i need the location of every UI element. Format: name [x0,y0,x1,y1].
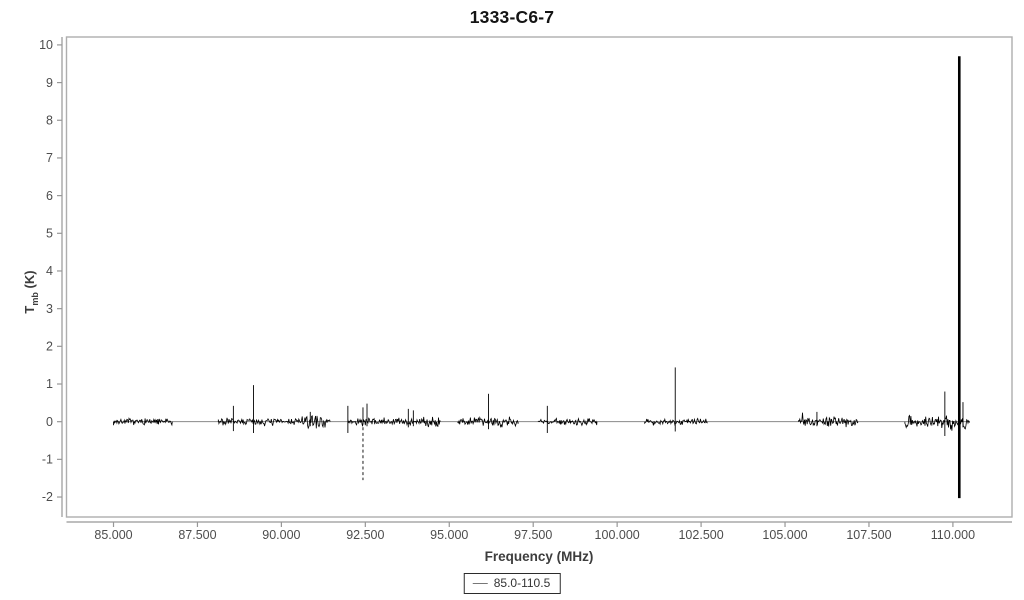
legend[interactable]: 85.0-110.5 [463,573,561,594]
noise-segment [798,412,859,428]
legend-line-sample [472,582,488,584]
noise-segment [217,415,331,430]
y-tick-label: 3 [46,302,53,316]
y-tick-label: 7 [46,151,53,165]
noise-segment [347,416,441,428]
x-tick-label: 107.500 [846,528,891,542]
y-tick-label: 2 [46,340,53,354]
y-tick-label: -2 [42,490,53,504]
x-tick-label: 100.000 [595,528,640,542]
x-tick-label: 95.000 [430,528,468,542]
x-tick-label: 97.500 [514,528,552,542]
x-tick-label: 90.000 [262,528,300,542]
legend-label: 85.0-110.5 [493,576,551,590]
y-tick-label: -1 [42,453,53,467]
x-tick-label: 85.000 [94,528,132,542]
noise-segment [457,416,519,429]
x-tick-label: 92.500 [346,528,384,542]
y-tick-label: 10 [39,38,53,52]
chart-title: 1333-C6-7 [469,7,555,27]
x-axis-title: Frequency (MHz) [484,549,594,564]
y-tick-label: 9 [46,76,53,90]
noise-segment [644,417,708,427]
plot-frame [65,36,1013,518]
x-tick-label: 87.500 [178,528,216,542]
y-tick-label: 6 [46,189,53,203]
y-tick-label: 0 [46,415,53,429]
x-tick-label: 110.000 [931,528,975,542]
x-tick-label: 102.500 [678,528,723,542]
y-tick-label: 1 [46,377,53,391]
noise-segment [113,417,173,427]
x-tick-label: 105.000 [762,528,807,542]
y-tick-label: 4 [46,264,53,278]
y-tick-label: 8 [46,113,53,127]
y-tick-label: 5 [46,226,53,240]
